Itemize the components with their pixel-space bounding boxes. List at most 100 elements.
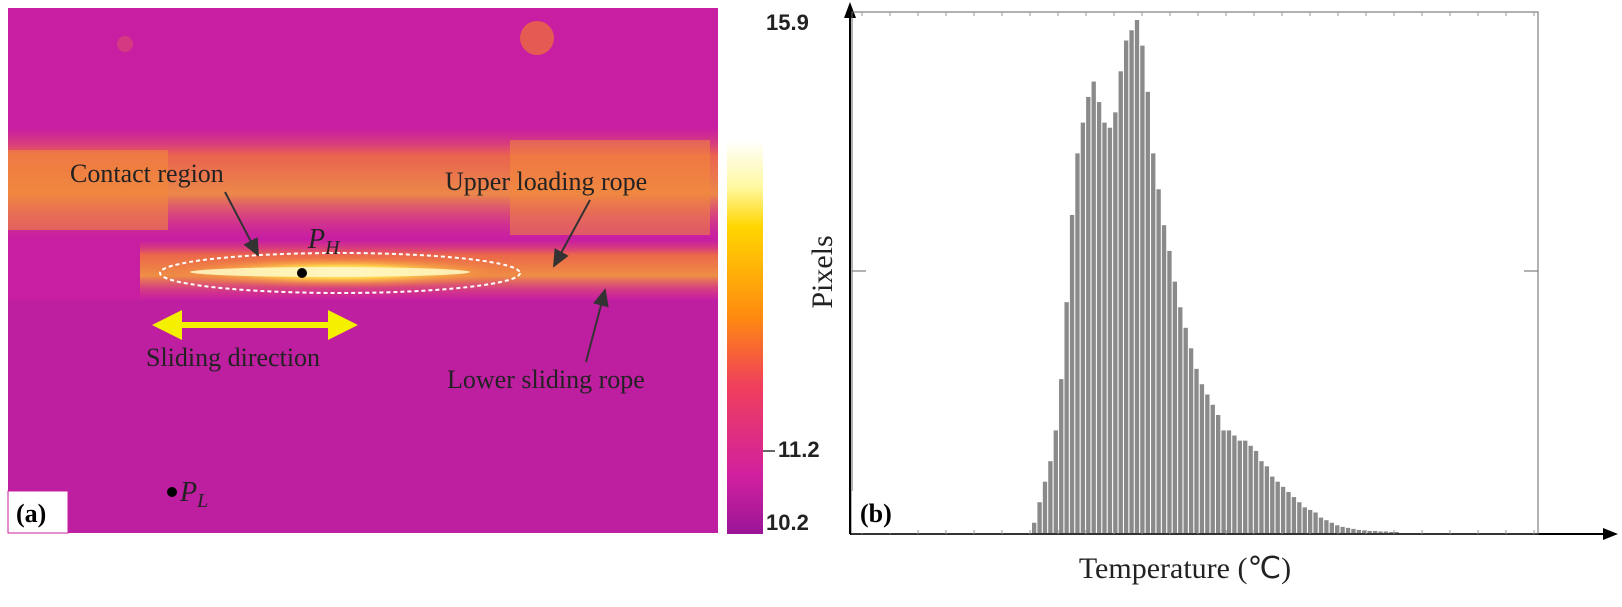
histogram-bar — [1297, 502, 1302, 533]
histogram-bar — [1351, 528, 1356, 533]
sliding-direction-label: Sliding direction — [146, 343, 320, 372]
histogram-bar — [1042, 481, 1048, 533]
upper-rope-arrow — [553, 199, 591, 268]
histogram-bar — [1032, 522, 1037, 533]
pl-point — [167, 487, 177, 497]
histogram-bar — [1264, 466, 1270, 533]
histogram-bar — [1205, 394, 1210, 533]
histogram-bar — [1059, 379, 1064, 533]
histogram-bar — [1145, 91, 1150, 533]
panel-b-tag: (b) — [860, 499, 892, 528]
histogram-bar — [1248, 445, 1253, 533]
thermal-image-panel: PH PL Contact region Upper loading rope … — [7, 8, 718, 534]
histogram-bar — [1161, 225, 1167, 533]
scale-min-label: 10.2 — [766, 510, 809, 535]
histogram-bar — [1167, 250, 1172, 533]
histogram-bar — [1340, 526, 1345, 533]
histogram-bar — [1064, 302, 1069, 533]
thermal-lower-shade — [8, 300, 718, 533]
histogram-bar — [1232, 435, 1237, 533]
histogram-bars — [1032, 20, 1399, 534]
histogram-bar — [1308, 509, 1313, 534]
temperature-color-scale: 15.9 11.2 10.2 — [727, 10, 820, 535]
histogram-bar — [1378, 531, 1383, 533]
thermal-spot — [520, 21, 554, 55]
histogram-bar — [1053, 430, 1058, 533]
histogram-bar — [1389, 531, 1394, 533]
histogram-bar — [1329, 522, 1334, 533]
histogram-bar — [1194, 368, 1199, 533]
histogram-bar — [1362, 530, 1367, 533]
histogram-bar — [1124, 40, 1129, 534]
histogram-bar — [1237, 440, 1242, 533]
x-axis-label: Temperature (℃) — [1079, 552, 1291, 585]
histogram-bar — [1318, 517, 1324, 533]
histogram-bar — [1313, 512, 1318, 533]
histogram-bar — [1324, 520, 1329, 533]
histogram-bar — [1048, 461, 1053, 533]
histogram-bar — [1335, 525, 1340, 533]
contact-region-outline — [159, 252, 521, 294]
histogram-bar — [1102, 122, 1107, 533]
histogram-bar — [1226, 430, 1232, 533]
histogram-bar — [1221, 430, 1226, 533]
histogram-bar — [1140, 45, 1145, 534]
pl-label: PL — [179, 477, 208, 512]
histogram-bar — [1275, 481, 1280, 533]
panel-a-tag: (a) — [16, 499, 46, 528]
upper-rope-left-hot — [8, 150, 168, 230]
histogram-bar — [1129, 30, 1134, 533]
x-axis-arrowhead — [1603, 528, 1618, 540]
histogram-bar — [1156, 189, 1161, 534]
lower-rope-arrow — [585, 288, 609, 363]
ph-label: PH — [307, 224, 341, 259]
histogram-bar — [1172, 281, 1178, 533]
upper-rope-label: Upper loading rope — [445, 167, 647, 196]
upper-rope-right-hot — [510, 140, 710, 235]
panel-b-tag-box — [852, 491, 912, 533]
histogram-bar — [1210, 404, 1215, 533]
histogram-bar — [1069, 214, 1075, 533]
histogram-bar — [1383, 531, 1389, 533]
contact-region-arrow — [224, 191, 259, 257]
histogram-bar — [1302, 507, 1307, 533]
histogram-bar — [1091, 81, 1096, 533]
histogram-bar — [1345, 527, 1351, 533]
histogram-bar — [1259, 461, 1264, 533]
histogram-bar — [1356, 529, 1362, 533]
scale-mid-label: 11.2 — [778, 437, 820, 462]
contact-hot-core — [190, 267, 470, 277]
histogram-bar — [1270, 476, 1275, 533]
histogram-bar — [1286, 491, 1291, 533]
contact-region-label: Contact region — [70, 159, 224, 188]
histogram-chart: Pixels Temperature (℃) (b) — [806, 2, 1618, 585]
histogram-bar — [1151, 153, 1156, 533]
lower-rope-label: Lower sliding rope — [447, 365, 645, 394]
histogram-bar — [1291, 497, 1297, 533]
ph-point — [297, 268, 307, 278]
plot-frame — [851, 11, 1539, 535]
histogram-bar — [1037, 502, 1042, 533]
color-scale-bar — [727, 140, 763, 534]
histogram-bar — [1134, 20, 1140, 533]
histogram-bar — [1243, 440, 1248, 533]
histogram-bar — [1199, 384, 1205, 533]
histogram-bar — [1086, 96, 1091, 533]
y-axis-arrowhead — [844, 2, 856, 18]
histogram-bar — [1253, 450, 1259, 533]
histogram-bar — [1183, 327, 1188, 533]
thermal-spot — [117, 36, 133, 52]
panel-a-tag-box — [7, 490, 69, 534]
histogram-bar — [1178, 307, 1183, 533]
histogram-bar — [1080, 122, 1086, 533]
histogram-bar — [1075, 153, 1080, 533]
histogram-bar — [1118, 71, 1123, 534]
histogram-bar — [1367, 530, 1372, 533]
histogram-bar — [1280, 486, 1286, 533]
histogram-bar — [1096, 102, 1102, 533]
scale-max-label: 15.9 — [766, 10, 809, 35]
y-axis-label: Pixels — [806, 235, 839, 308]
sliding-direction-arrow — [152, 310, 358, 340]
histogram-bar — [1107, 127, 1113, 533]
